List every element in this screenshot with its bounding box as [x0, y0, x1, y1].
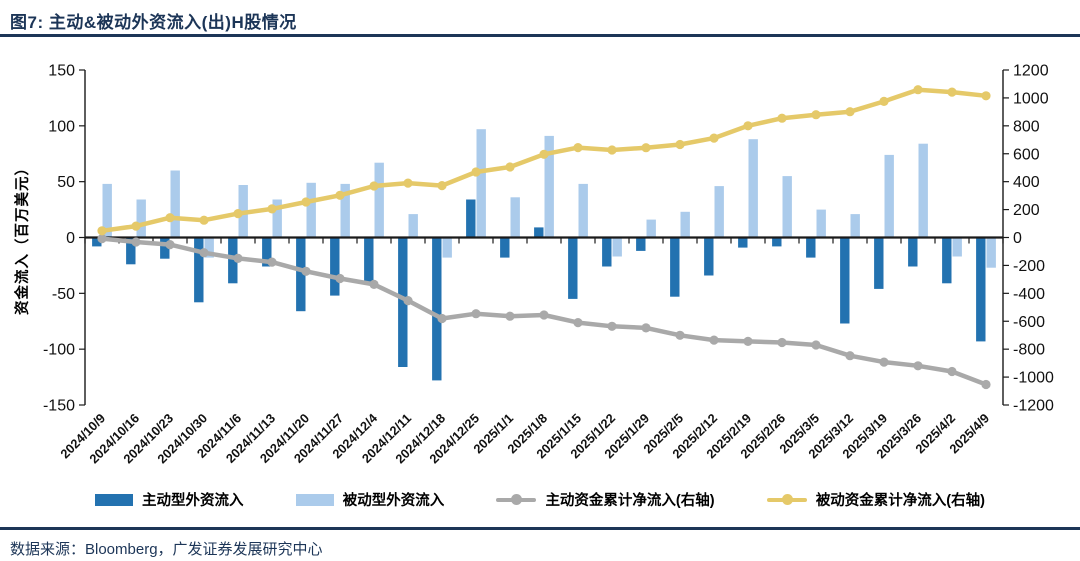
- bar-series-0: [92, 199, 986, 381]
- axes: 150 100 50 0 -50 -100 -150 1200 1000 800 600 400 200…: [43, 63, 1054, 415]
- legend-swatch-passive-line-icon: [766, 494, 807, 505]
- legend-swatch-active-line-icon: [496, 494, 537, 505]
- svg-text:1000: 1000: [1013, 90, 1049, 107]
- x-axis-labels: 2024/10/92024/10/162024/10/232024/10/302…: [57, 410, 992, 467]
- svg-text:-200: -200: [1013, 258, 1045, 275]
- figure-footer: 数据来源：Bloomberg，广发证券发展研究中心: [0, 527, 1080, 559]
- svg-text:200: 200: [1013, 202, 1040, 219]
- svg-text:600: 600: [1013, 146, 1040, 163]
- chart-legend: 主动型外资流入 被动型外资流入 主动资金累计净流入(右轴) 被动资金累计净流入(…: [0, 489, 1080, 510]
- svg-text:150: 150: [48, 63, 75, 80]
- legend-swatch-passive-bar-icon: [295, 493, 334, 506]
- svg-text:-100: -100: [43, 342, 75, 359]
- legend-item-passive-bar: 被动型外资流入: [295, 489, 445, 510]
- figure-title-block: 图7: 主动&被动外资流入(出)H股情况: [0, 0, 1080, 37]
- legend-label: 被动型外资流入: [342, 493, 445, 509]
- figure-title: 图7: 主动&被动外资流入(出)H股情况: [10, 13, 297, 32]
- svg-text:-50: -50: [52, 286, 75, 303]
- bar-series-1: [102, 129, 996, 268]
- svg-text:-400: -400: [1013, 286, 1045, 303]
- chart-canvas: 150 100 50 0 -50 -100 -150 1200 1000 800 600 400 200…: [13, 63, 1054, 467]
- line-series-0: [97, 234, 991, 390]
- bar-series: [92, 129, 996, 381]
- legend-swatch-active-bar-icon: [95, 493, 133, 506]
- svg-text:-600: -600: [1013, 314, 1045, 331]
- svg-text:400: 400: [1013, 174, 1040, 191]
- legend-item-active-bar: 主动型外资流入: [95, 489, 244, 510]
- legend-item-active-line: 主动资金累计净流入(右轴): [496, 489, 715, 510]
- svg-text:-1000: -1000: [1013, 370, 1054, 387]
- y-axis-title: 资金流入（百万美元）: [13, 160, 31, 315]
- legend-label: 主动型外资流入: [142, 493, 244, 509]
- legend-label: 主动资金累计净流入(右轴): [545, 493, 715, 509]
- svg-text:-800: -800: [1013, 342, 1045, 359]
- legend-item-passive-line: 被动资金累计净流入(右轴): [766, 489, 985, 510]
- svg-text:-1200: -1200: [1013, 398, 1054, 415]
- svg-text:-150: -150: [43, 398, 75, 415]
- svg-text:资金流入（百万美元）: 资金流入（百万美元）: [13, 160, 31, 315]
- data-source: 数据来源：Bloomberg，广发证券发展研究中心: [10, 541, 323, 558]
- svg-text:0: 0: [1013, 230, 1022, 247]
- svg-text:1200: 1200: [1013, 63, 1049, 80]
- svg-text:0: 0: [66, 230, 75, 247]
- legend-label: 被动资金累计净流入(右轴): [815, 493, 985, 509]
- line-series-1: [97, 85, 991, 236]
- svg-text:100: 100: [48, 118, 75, 135]
- svg-text:800: 800: [1013, 118, 1040, 135]
- svg-text:50: 50: [57, 174, 75, 191]
